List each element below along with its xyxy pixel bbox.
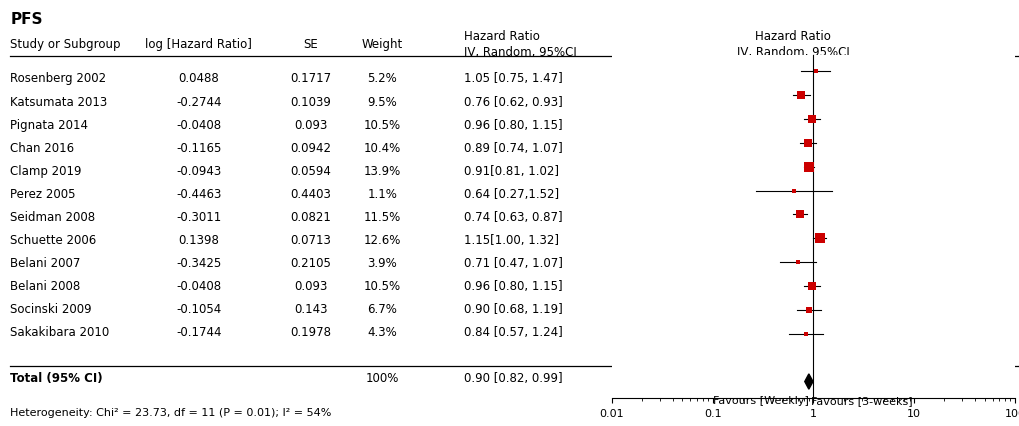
- Text: Seidman 2008: Seidman 2008: [10, 210, 95, 223]
- Text: 0.74 [0.63, 0.87]: 0.74 [0.63, 0.87]: [464, 210, 562, 223]
- Text: 0.2105: 0.2105: [290, 256, 331, 269]
- Text: -0.1054: -0.1054: [176, 302, 221, 315]
- Text: 0.76 [0.62, 0.93]: 0.76 [0.62, 0.93]: [464, 95, 562, 108]
- Text: 0.71 [0.47, 1.07]: 0.71 [0.47, 1.07]: [464, 256, 562, 269]
- Text: Favours [3-weeks]: Favours [3-weeks]: [810, 395, 911, 405]
- Text: Katsumata 2013: Katsumata 2013: [10, 95, 107, 108]
- Text: 10.4%: 10.4%: [364, 141, 400, 154]
- Polygon shape: [804, 374, 812, 389]
- Text: -0.2744: -0.2744: [176, 95, 221, 108]
- Text: 5.2%: 5.2%: [367, 72, 397, 85]
- Text: 0.89 [0.74, 1.07]: 0.89 [0.74, 1.07]: [464, 141, 562, 154]
- Text: 4.3%: 4.3%: [367, 325, 397, 338]
- Text: -0.4463: -0.4463: [176, 187, 221, 200]
- Text: -0.0408: -0.0408: [176, 279, 221, 292]
- Text: 0.0942: 0.0942: [290, 141, 331, 154]
- Text: 0.0488: 0.0488: [178, 72, 219, 85]
- Text: Total (95% CI): Total (95% CI): [10, 371, 103, 384]
- Text: 0.1039: 0.1039: [290, 95, 331, 108]
- Text: 12.6%: 12.6%: [364, 233, 400, 246]
- Text: 1.15[1.00, 1.32]: 1.15[1.00, 1.32]: [464, 233, 558, 246]
- Text: 0.90 [0.82, 0.99]: 0.90 [0.82, 0.99]: [464, 371, 562, 384]
- Text: 100%: 100%: [366, 371, 398, 384]
- Text: 1.1%: 1.1%: [367, 187, 397, 200]
- Text: 0.4403: 0.4403: [290, 187, 331, 200]
- Text: -0.3011: -0.3011: [176, 210, 221, 223]
- Text: Perez 2005: Perez 2005: [10, 187, 75, 200]
- Text: Sakakibara 2010: Sakakibara 2010: [10, 325, 109, 338]
- Text: Clamp 2019: Clamp 2019: [10, 164, 82, 177]
- Text: Weight: Weight: [362, 38, 403, 51]
- Text: 0.1398: 0.1398: [178, 233, 219, 246]
- Text: Belani 2008: Belani 2008: [10, 279, 81, 292]
- Text: 0.143: 0.143: [294, 302, 327, 315]
- Text: Rosenberg 2002: Rosenberg 2002: [10, 72, 106, 85]
- Text: Heterogeneity: Chi² = 23.73, df = 11 (P = 0.01); I² = 54%: Heterogeneity: Chi² = 23.73, df = 11 (P …: [10, 407, 331, 417]
- Text: 0.64 [0.27,1.52]: 0.64 [0.27,1.52]: [464, 187, 558, 200]
- Text: -0.1744: -0.1744: [176, 325, 221, 338]
- Text: 10.5%: 10.5%: [364, 279, 400, 292]
- Text: 0.0713: 0.0713: [290, 233, 331, 246]
- Text: -0.0943: -0.0943: [176, 164, 221, 177]
- Text: -0.1165: -0.1165: [176, 141, 221, 154]
- Text: 0.84 [0.57, 1.24]: 0.84 [0.57, 1.24]: [464, 325, 562, 338]
- Text: 0.0821: 0.0821: [290, 210, 331, 223]
- Text: Hazard Ratio
IV, Random, 95%CI: Hazard Ratio IV, Random, 95%CI: [464, 30, 577, 59]
- Text: -0.0408: -0.0408: [176, 118, 221, 131]
- Text: SE: SE: [304, 38, 318, 51]
- Text: 0.90 [0.68, 1.19]: 0.90 [0.68, 1.19]: [464, 302, 562, 315]
- Text: Schuette 2006: Schuette 2006: [10, 233, 97, 246]
- Text: 0.1978: 0.1978: [290, 325, 331, 338]
- Text: Study or Subgroup: Study or Subgroup: [10, 38, 120, 51]
- Text: 0.1717: 0.1717: [290, 72, 331, 85]
- Text: 0.91[0.81, 1.02]: 0.91[0.81, 1.02]: [464, 164, 558, 177]
- Text: Hazard Ratio
IV, Random, 95%CI: Hazard Ratio IV, Random, 95%CI: [736, 30, 849, 59]
- Text: Chan 2016: Chan 2016: [10, 141, 74, 154]
- Text: 1.05 [0.75, 1.47]: 1.05 [0.75, 1.47]: [464, 72, 562, 85]
- Text: 0.0594: 0.0594: [290, 164, 331, 177]
- Text: Pignata 2014: Pignata 2014: [10, 118, 88, 131]
- Text: 0.96 [0.80, 1.15]: 0.96 [0.80, 1.15]: [464, 118, 562, 131]
- Text: 0.96 [0.80, 1.15]: 0.96 [0.80, 1.15]: [464, 279, 562, 292]
- Text: 0.093: 0.093: [294, 279, 327, 292]
- Text: Belani 2007: Belani 2007: [10, 256, 81, 269]
- Text: log [Hazard Ratio]: log [Hazard Ratio]: [146, 38, 252, 51]
- Text: 0.093: 0.093: [294, 118, 327, 131]
- Text: 9.5%: 9.5%: [367, 95, 397, 108]
- Text: Favours [Weekly]: Favours [Weekly]: [712, 395, 808, 405]
- Text: PFS: PFS: [10, 12, 43, 27]
- Text: 13.9%: 13.9%: [364, 164, 400, 177]
- Text: -0.3425: -0.3425: [176, 256, 221, 269]
- Text: 6.7%: 6.7%: [367, 302, 397, 315]
- Text: 3.9%: 3.9%: [367, 256, 397, 269]
- Text: 11.5%: 11.5%: [364, 210, 400, 223]
- Text: 10.5%: 10.5%: [364, 118, 400, 131]
- Text: Socinski 2009: Socinski 2009: [10, 302, 92, 315]
